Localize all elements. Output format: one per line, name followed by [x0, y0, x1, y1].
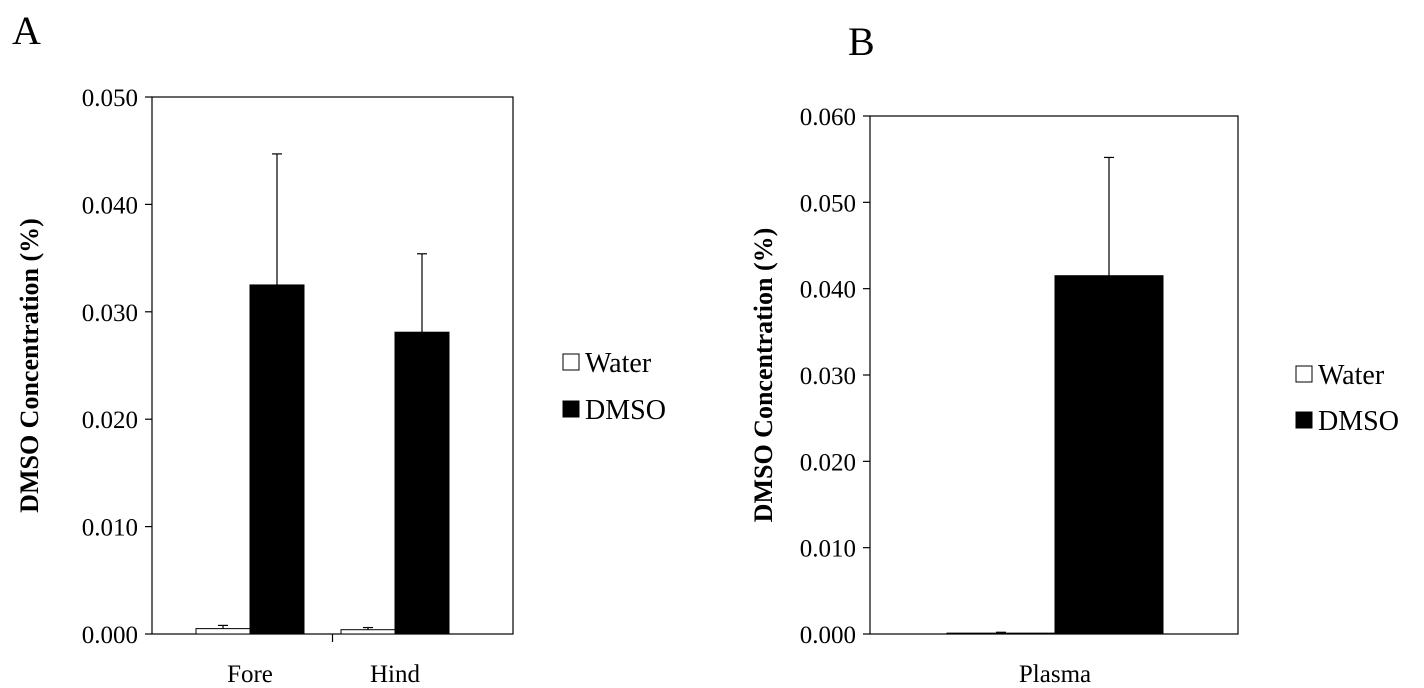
bar-water [195, 628, 251, 635]
y-tick-label: 0.040 [82, 192, 138, 219]
bar-water [946, 632, 1056, 635]
legend-swatch-water [562, 353, 580, 371]
panel-label: A [12, 8, 41, 53]
plot-frame [151, 96, 514, 635]
y-tick-label: 0.010 [82, 515, 138, 542]
bar-water [340, 629, 396, 635]
panel-label: B [848, 19, 875, 64]
y-tick-label: 0.050 [82, 85, 138, 112]
legend-swatch-dmso [1295, 411, 1313, 429]
legend-swatch-dmso [562, 400, 580, 418]
legend-label-water: Water [1318, 360, 1385, 391]
bar-dmso [249, 284, 305, 635]
y-tick-label: 0.020 [800, 449, 856, 476]
panel-b-chart: 0.000 0.010 0.020 0.030 0.040 0.050 0.060 Plasm… [749, 19, 1399, 688]
legend-label-water: Water [585, 348, 652, 379]
y-tick-label: 0.030 [800, 363, 856, 390]
legend-swatch-water [1295, 365, 1313, 383]
x-tick-label: Fore [227, 661, 273, 688]
y-tick-label: 0.050 [800, 190, 856, 217]
x-tick-label: Plasma [1019, 661, 1091, 688]
x-tick-label: Hind [370, 661, 421, 688]
y-tick-label: 0.020 [82, 407, 138, 434]
panel-a-chart: 0.000 0.010 0.020 0.030 0.040 0.050 Fore Hind DM… [12, 8, 666, 688]
legend-label-dmso: DMSO [585, 395, 666, 426]
plot-frame [869, 115, 1239, 635]
y-tick-label: 0.060 [800, 104, 856, 131]
y-tick-label: 0.010 [800, 536, 856, 563]
y-tick-label: 0.000 [800, 622, 856, 649]
bar-dmso [1054, 275, 1164, 635]
y-axis-label: DMSO Concentration (%) [15, 218, 44, 513]
legend-label-dmso: DMSO [1318, 406, 1399, 437]
y-axis-label: DMSO Concentration (%) [749, 228, 778, 523]
y-tick-label: 0.000 [82, 622, 138, 649]
y-tick-label: 0.030 [82, 300, 138, 327]
y-tick-label: 0.040 [800, 277, 856, 304]
bar-dmso [394, 331, 450, 635]
